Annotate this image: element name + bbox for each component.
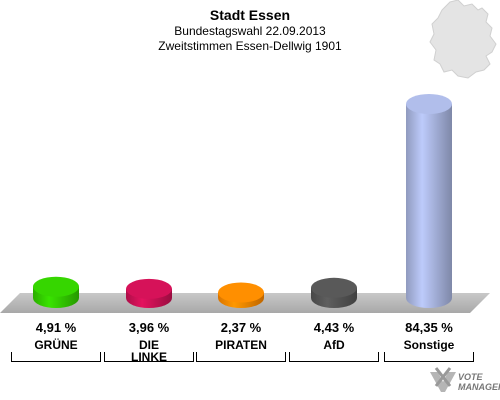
category-label-line: AfD bbox=[323, 338, 345, 352]
bar-top bbox=[311, 277, 357, 298]
category-label-line: GRÜNE bbox=[34, 338, 78, 352]
bar-top bbox=[126, 278, 172, 299]
category-bracket bbox=[104, 352, 194, 362]
category-bracket bbox=[289, 352, 379, 362]
bar-sonstige bbox=[406, 93, 452, 309]
category-bracket bbox=[384, 352, 474, 362]
wordmark-line-2: MANAGER bbox=[458, 382, 500, 392]
category-label-line: LINKE bbox=[131, 350, 167, 364]
vote-manager-logo bbox=[430, 367, 456, 392]
category-bracket bbox=[11, 352, 101, 362]
category-label: DIE LINKE bbox=[104, 339, 194, 363]
bar-grüne bbox=[33, 276, 79, 308]
category-label-line: Sonstige bbox=[403, 338, 455, 352]
bar-top bbox=[406, 93, 452, 114]
chart-subtitle: Bundestagswahl 22.09.2013 bbox=[174, 24, 326, 38]
category-label: AfD bbox=[289, 339, 379, 351]
bar-top bbox=[218, 282, 264, 303]
bar-top bbox=[33, 276, 79, 297]
value-label: 3,96 % bbox=[128, 320, 170, 335]
bar-piraten bbox=[218, 282, 264, 308]
vote-manager-wordmark: VOTE MANAGER bbox=[458, 372, 500, 392]
value-label: 4,43 % bbox=[313, 320, 355, 335]
chart-title: Stadt Essen bbox=[209, 7, 291, 23]
chart-header: Stadt Essen Bundestagswahl 22.09.2013 Zw… bbox=[0, 7, 500, 54]
bar-afd bbox=[311, 277, 357, 308]
category-label: Sonstige bbox=[384, 339, 474, 351]
value-label: 4,91 % bbox=[35, 320, 77, 335]
category-label-line: PIRATEN bbox=[215, 338, 267, 352]
value-label: 2,37 % bbox=[220, 320, 262, 335]
bar-body bbox=[406, 103, 452, 309]
chart-subtitle-detail: Zweitstimmen Essen-Dellwig 1901 bbox=[158, 39, 342, 53]
germany-map-icon bbox=[429, 0, 497, 79]
bar-die-linke bbox=[126, 278, 172, 308]
value-label: 84,35 % bbox=[405, 320, 453, 335]
category-label: PIRATEN bbox=[196, 339, 286, 351]
category-label: GRÜNE bbox=[11, 339, 101, 351]
wordmark-line-1: VOTE bbox=[458, 372, 483, 382]
category-label-line: DIE bbox=[138, 338, 159, 352]
category-bracket bbox=[196, 352, 286, 362]
